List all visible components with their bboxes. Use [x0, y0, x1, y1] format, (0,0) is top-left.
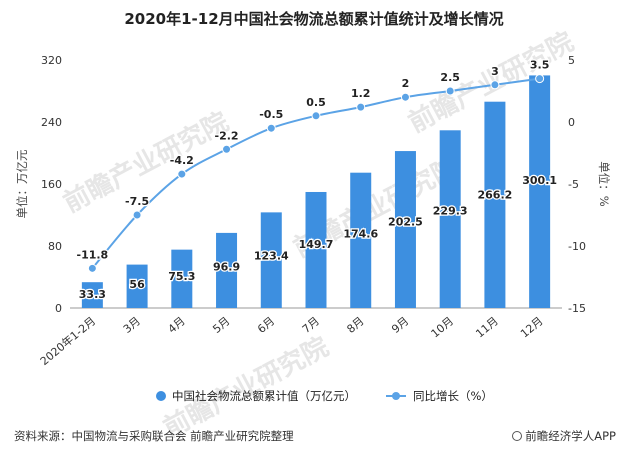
y-tick-label: 320: [41, 54, 62, 67]
growth-value-label: 2: [402, 77, 410, 90]
growth-point: [535, 74, 545, 84]
legend: 中国社会物流总额累计值（万亿元） 同比增长（%）: [156, 389, 493, 403]
data-labels: 33.3 56 75.3 96.9 123.4 149.7 174.6 202.5 229.3 2…: [75, 57, 558, 302]
brand-credit: 前瞻经济学人APP: [512, 428, 616, 444]
x-tick-label: 10月: [429, 314, 457, 340]
growth-value-label: 3.5: [530, 59, 550, 72]
bars: [81, 75, 551, 308]
growth-value-label: 3: [491, 65, 499, 78]
bar-value-label: 75.3: [168, 270, 195, 283]
growth-value-label: 0.5: [306, 96, 326, 109]
x-tick-label: 2020年1-2月: [37, 314, 98, 368]
x-tick-label: 9月: [389, 314, 411, 336]
bar-value-label: 174.6: [343, 228, 378, 241]
bar-value-label: 202.5: [388, 216, 423, 229]
y2-tick-label: -15: [568, 302, 586, 315]
bar: [350, 172, 372, 308]
legend-bar-label: 中国社会物流总额累计值（万亿元）: [172, 389, 356, 403]
x-tick-label: 8月: [345, 314, 367, 336]
bar: [216, 232, 238, 308]
brand-label: 前瞻经济学人APP: [525, 429, 616, 443]
growth-point: [400, 92, 410, 102]
bar: [126, 264, 148, 308]
growth-point: [356, 102, 366, 112]
growth-point: [266, 123, 276, 133]
growth-value-label: 2.5: [440, 71, 460, 84]
growth-point: [222, 144, 232, 154]
bar: [305, 191, 327, 308]
growth-point: [311, 111, 321, 121]
bar: [439, 130, 461, 308]
bar-value-label: 300.1: [522, 174, 557, 187]
legend-line-label: 同比增长（%）: [413, 389, 493, 403]
source-note: 资料来源：中国物流与采购联合会 前瞻产业研究院整理: [14, 429, 294, 443]
x-tick-label: 4月: [166, 314, 188, 336]
y-tick-label: 0: [55, 302, 62, 315]
growth-value-label: -4.2: [170, 154, 194, 167]
x-tick-label: 6月: [255, 314, 277, 336]
x-tick-label: 12月: [518, 314, 546, 340]
growth-point: [177, 169, 187, 179]
bar: [394, 151, 416, 308]
y2-tick-label: 0: [568, 116, 575, 129]
y-axis-label: 单位：万亿元: [15, 149, 29, 218]
y-tick-label: 160: [41, 178, 62, 191]
y2-tick-label: -5: [568, 178, 579, 191]
brand-icon: [512, 431, 523, 441]
bar: [171, 249, 193, 308]
growth-point: [87, 263, 97, 273]
growth-value-label: 1.2: [351, 87, 371, 100]
y-tick-label: 80: [48, 240, 62, 253]
watermark-2: 前瞻产业研究院: [158, 331, 333, 444]
growth-line: [87, 74, 545, 273]
growth-value-label: -2.2: [215, 129, 239, 142]
growth-value-label: -0.5: [259, 108, 283, 121]
bar: [260, 212, 282, 308]
bar-value-label: 33.3: [79, 288, 106, 301]
x-tick-label: 11月: [473, 314, 501, 340]
bar: [484, 101, 506, 308]
x-tick-label: 3月: [121, 314, 143, 336]
y2-axis-label: 单位：%: [597, 161, 611, 206]
bar-value-label: 229.3: [433, 204, 468, 217]
x-tick-label: 5月: [210, 314, 232, 336]
bar-value-label: 149.7: [299, 238, 334, 251]
bar-value-label: 266.2: [478, 189, 513, 202]
growth-value-label: -7.5: [125, 195, 149, 208]
growth-point: [132, 210, 142, 220]
bar-value-label: 56: [129, 278, 145, 291]
growth-value-label: -11.8: [77, 248, 109, 261]
y-tick-label: 240: [41, 116, 62, 129]
growth-point: [445, 86, 455, 96]
chart-title: 2020年1-12月中国社会物流总额累计值统计及增长情况: [124, 10, 504, 28]
bar: [81, 282, 103, 308]
y2-tick-label: 5: [568, 54, 575, 67]
bar-value-label: 123.4: [254, 249, 289, 262]
legend-bar-marker: [156, 391, 166, 401]
bar: [529, 75, 551, 308]
legend-line-point: [392, 392, 400, 400]
bar-value-label: 96.9: [213, 261, 240, 274]
y2-tick-label: -10: [568, 240, 586, 253]
growth-point: [490, 80, 500, 90]
